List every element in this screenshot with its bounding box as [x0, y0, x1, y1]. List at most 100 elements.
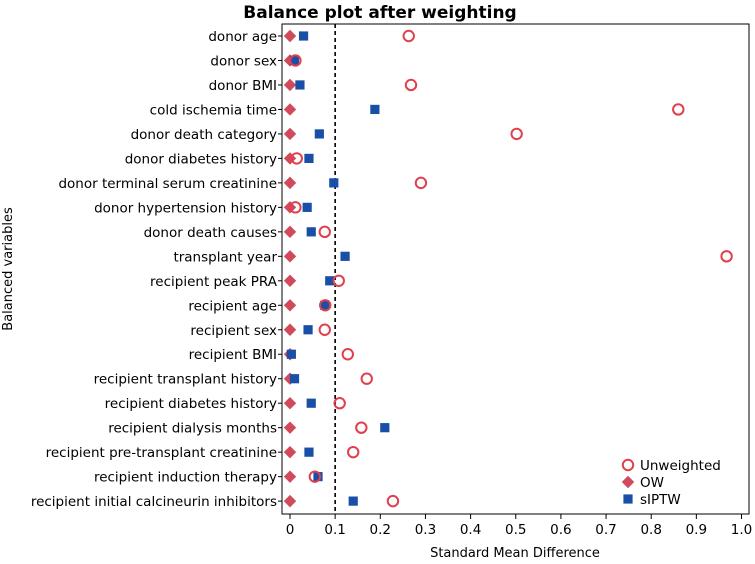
unweighted-point [289, 201, 302, 214]
legend-label: Unweighted [640, 458, 721, 474]
category-label: recipient age [188, 298, 277, 314]
x-axis: 0 0.1 0.2 0.3 0.4 0.5 0.6 0.7 0.8 0.9 1.0 [286, 514, 752, 538]
category-label: recipient sex [190, 323, 277, 339]
unweighted-point [402, 29, 415, 43]
category-label: cold ischemia time [150, 102, 277, 118]
siptw-point [329, 178, 339, 188]
ow-point [283, 127, 297, 141]
siptw-point [303, 325, 313, 335]
unweighted-point [319, 299, 332, 312]
plot-frame [281, 23, 750, 515]
siptw-point [340, 251, 350, 261]
siptw-point [314, 129, 324, 139]
siptw-point [320, 300, 330, 310]
ow-point [283, 250, 297, 263]
unweighted-point [510, 127, 523, 141]
unweighted-point [404, 78, 418, 92]
category-label: donor death category [131, 127, 277, 143]
siptw-point [302, 202, 312, 212]
siptw-point [380, 423, 390, 433]
x-tick-label: 1.0 [731, 522, 752, 538]
ow-point [283, 421, 297, 434]
siptw-point [289, 55, 300, 66]
category-label: recipient initial calcineurin inhibitors [31, 494, 277, 510]
siptw-point [298, 31, 309, 41]
x-tick-label: 0.1 [324, 522, 345, 538]
y-axis-categories: donor age donor sex donor BMI cold ischemia… [31, 29, 282, 510]
ow-point [283, 470, 297, 483]
x-tick-label: 0.9 [686, 522, 707, 538]
x-tick-label: 0.3 [415, 522, 436, 538]
category-label: recipient BMI [189, 347, 277, 363]
ow-point [283, 103, 297, 116]
unweighted-point [355, 421, 368, 434]
unweighted-point [386, 494, 400, 508]
category-label: recipient induction therapy [94, 470, 277, 486]
unweighted-point [347, 445, 360, 459]
siptw-point [295, 80, 305, 90]
siptw-point [313, 472, 323, 482]
unweighted-point [414, 176, 428, 190]
x-tick-label: 0.5 [505, 522, 526, 538]
ow-point [283, 225, 297, 239]
y-axis-label: Balanced variables [1, 207, 16, 331]
chart-title: Balance plot after weighting [243, 3, 516, 23]
siptw-point [304, 447, 314, 457]
ow-point [283, 176, 297, 190]
legend-marker [623, 494, 633, 504]
ow-point [283, 29, 297, 43]
siptw-point [306, 398, 316, 408]
x-axis-label: Standard Mean Difference [430, 546, 600, 561]
x-tick-label: 0 [286, 522, 295, 538]
ow-point [283, 78, 297, 92]
legend-label: OW [640, 475, 664, 491]
category-label: donor hypertension history [94, 200, 277, 216]
x-tick-label: 0.2 [370, 522, 391, 538]
category-label: recipient peak PRA [150, 274, 278, 290]
unweighted-point [720, 250, 733, 263]
unweighted-point [672, 103, 685, 116]
siptw-point [304, 153, 314, 163]
ow-point [283, 299, 297, 312]
category-label: recipient dialysis months [108, 421, 277, 437]
siptw-point [286, 349, 296, 359]
x-tick-label: 0.4 [460, 522, 481, 538]
unweighted-point [332, 274, 345, 287]
siptw-point [289, 374, 300, 384]
category-label: recipient pre-transplant creatinine [46, 445, 277, 461]
legend-label: sIPTW [640, 492, 681, 508]
x-tick-label: 0.6 [550, 522, 571, 538]
unweighted-point [289, 54, 302, 67]
category-label: donor BMI [209, 78, 277, 94]
category-label: donor age [208, 29, 277, 45]
ow-point [283, 494, 297, 508]
ow-point [283, 445, 297, 459]
siptw-point [348, 496, 358, 506]
category-label: donor sex [210, 53, 277, 69]
siptw-point [325, 276, 335, 286]
siptw-point [306, 227, 316, 237]
category-label: recipient transplant history [94, 372, 277, 388]
unweighted-point [333, 397, 346, 410]
unweighted-point [341, 348, 354, 361]
unweighted-point [360, 372, 373, 385]
ow-point [283, 323, 297, 336]
ow-point [283, 397, 297, 410]
category-label: donor diabetes history [125, 151, 277, 167]
unweighted-point [318, 225, 331, 239]
unweighted-point [318, 323, 331, 336]
ow-point [283, 274, 297, 287]
unweighted-point [308, 470, 322, 483]
category-label: recipient diabetes history [105, 396, 277, 412]
x-tick-label: 0.7 [595, 522, 616, 538]
legend-marker [621, 475, 635, 489]
category-label: donor death causes [144, 225, 277, 241]
category-label: donor terminal serum creatinine [58, 176, 277, 192]
unweighted-point [290, 152, 303, 165]
legend-marker [621, 458, 635, 472]
siptw-point [370, 104, 380, 115]
x-tick-label: 0.8 [640, 522, 661, 538]
category-label: transplant year [173, 249, 277, 265]
